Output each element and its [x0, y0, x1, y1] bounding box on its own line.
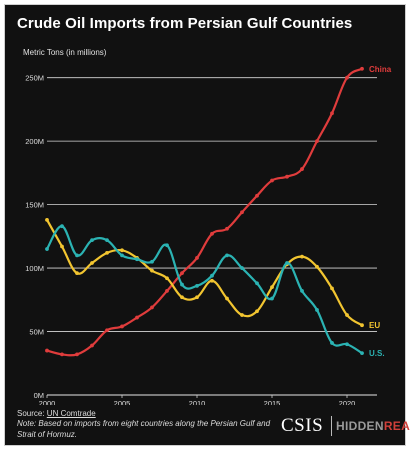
series-line-us: [46, 225, 363, 355]
data-point-us: [75, 253, 79, 258]
data-point-china: [150, 305, 154, 310]
axes: 0M 50M 100M 150M 200M 250M 2000 2005 2010 2015 202…: [25, 74, 355, 405]
data-point-eu: [180, 295, 184, 300]
chart-title: Crude Oil Imports from Persian Gulf Coun…: [17, 15, 353, 32]
y-tick-label: 50M: [29, 328, 44, 337]
source-label: Source:: [17, 409, 47, 418]
data-point-us: [285, 261, 289, 265]
logo-reach-text: REACH: [383, 419, 410, 433]
logo-hidden-text: HIDDEN: [336, 419, 384, 433]
data-point-us: [120, 253, 124, 258]
data-point-us: [60, 224, 64, 229]
data-point-eu: [195, 295, 199, 300]
source-line: Source: UN Comtrade: [17, 409, 96, 418]
data-point-eu: [345, 313, 349, 317]
data-point-china: [120, 324, 124, 329]
data-point-eu: [60, 244, 64, 249]
data-point-us: [165, 243, 169, 248]
y-tick-label: 0M: [34, 391, 44, 400]
data-point-china: [75, 352, 79, 357]
data-point-eu: [315, 264, 319, 269]
x-tick-label: 2000: [39, 399, 56, 405]
chart-plot: 0M 50M 100M 150M 200M 250M 2000 2005 2010 2015 202…: [25, 65, 392, 405]
data-point-eu: [360, 323, 364, 328]
data-point-eu: [270, 285, 274, 290]
data-point-china: [285, 174, 289, 179]
x-tick-label: 2015: [264, 399, 281, 405]
data-point-eu: [75, 271, 79, 276]
data-point-china: [300, 167, 304, 171]
data-point-us: [330, 341, 334, 345]
y-axis-label: Metric Tons (in millions): [23, 48, 107, 57]
data-point-eu: [105, 250, 109, 255]
data-point-us: [240, 266, 244, 270]
data-point-eu: [120, 248, 124, 253]
series-label-us: U.S.: [369, 349, 385, 358]
grid-lines: [47, 77, 377, 396]
source-link[interactable]: UN Comtrade: [46, 409, 96, 418]
data-point-us: [270, 296, 274, 301]
data-point-eu: [150, 268, 154, 273]
series-label-eu: EU: [369, 321, 380, 330]
data-point-us: [180, 282, 184, 287]
hidden-reach-logo: HIDDENREACH: [336, 419, 410, 433]
chart-frame: Crude Oil Imports from Persian Gulf Coun…: [4, 4, 410, 446]
data-point-eu: [240, 313, 244, 317]
data-point-us: [315, 308, 319, 312]
data-point-china: [180, 271, 184, 276]
data-point-eu: [45, 217, 49, 222]
series-lines: [45, 66, 364, 357]
data-point-china: [240, 210, 244, 215]
data-point-us: [210, 273, 214, 278]
y-tick-label: 100M: [25, 264, 44, 273]
note-text: Note: Based on imports from eight countr…: [17, 419, 271, 439]
y-tick-label: 200M: [25, 137, 44, 146]
data-point-china: [270, 178, 274, 183]
data-point-us: [45, 247, 49, 251]
y-tick-label: 150M: [25, 201, 44, 210]
data-point-china: [210, 231, 214, 236]
data-point-eu: [330, 286, 334, 291]
data-point-china: [330, 111, 334, 116]
data-point-eu: [210, 278, 214, 283]
data-point-china: [345, 75, 349, 80]
data-point-us: [255, 281, 259, 286]
data-point-china: [165, 289, 169, 293]
data-point-us: [195, 283, 199, 288]
data-point-eu: [225, 296, 229, 301]
data-point-china: [255, 193, 259, 198]
x-tick-label: 2010: [189, 399, 206, 405]
data-point-eu: [255, 309, 259, 314]
series-labels: China EU U.S.: [369, 65, 392, 358]
y-tick-label: 250M: [25, 74, 44, 83]
data-point-eu: [90, 261, 94, 265]
data-point-us: [135, 257, 139, 262]
data-point-china: [105, 328, 109, 333]
data-point-china: [315, 139, 319, 144]
data-point-china: [195, 256, 199, 260]
data-point-us: [360, 351, 364, 356]
data-point-china: [60, 352, 64, 357]
data-point-us: [225, 253, 229, 258]
data-point-eu: [165, 276, 169, 281]
series-line-china: [46, 67, 363, 357]
data-point-china: [135, 315, 139, 320]
data-point-china: [225, 226, 229, 231]
series-label-china: China: [369, 65, 392, 74]
data-point-us: [300, 289, 304, 293]
data-point-us: [345, 342, 349, 347]
logo-divider: [331, 416, 332, 436]
data-point-china: [90, 343, 94, 348]
series-line-eu: [46, 219, 363, 327]
x-tick-label: 2020: [339, 399, 356, 405]
data-point-us: [150, 259, 154, 264]
csis-logo: CSIS: [281, 415, 324, 436]
data-point-us: [105, 238, 109, 243]
x-tick-label: 2005: [114, 399, 131, 405]
data-point-china: [360, 66, 364, 71]
data-point-us: [90, 238, 94, 243]
data-point-eu: [300, 254, 304, 259]
data-point-china: [45, 348, 49, 353]
